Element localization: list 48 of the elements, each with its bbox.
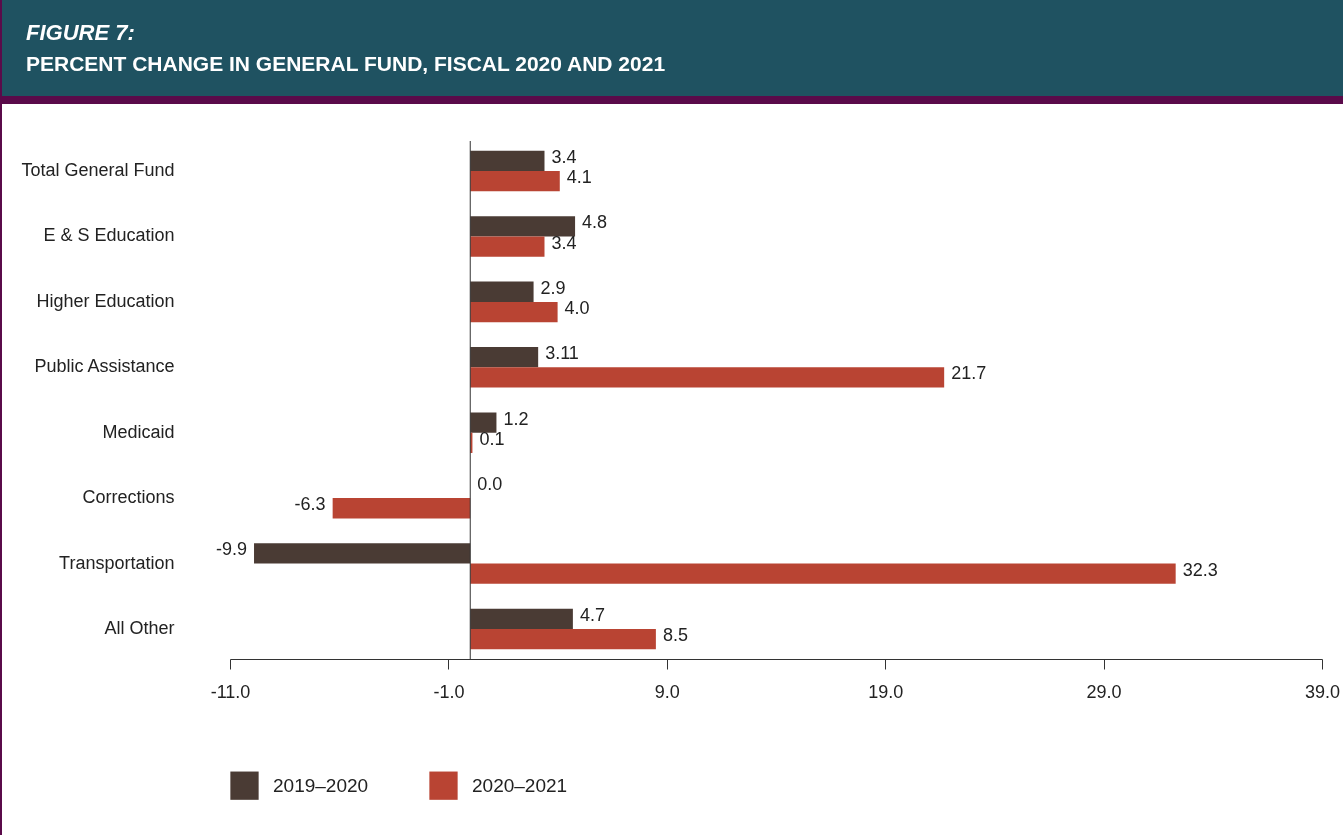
y-tick-label: Corrections	[82, 487, 175, 508]
legend-label: 2019–2020	[273, 774, 369, 796]
x-tick-label: -1.0	[433, 681, 465, 702]
bar	[332, 498, 471, 519]
data-label: -9.9	[215, 539, 248, 560]
y-tick-label: Transportation	[59, 552, 175, 573]
bar	[470, 628, 656, 650]
data-label: 0.0	[477, 473, 503, 494]
x-tick-label: 19.0	[868, 681, 904, 702]
data-label: 3.11	[545, 343, 579, 364]
bar	[470, 216, 576, 237]
y-tick-label: Total General Fund	[21, 160, 175, 181]
data-label: 1.2	[503, 408, 529, 429]
bar	[470, 236, 545, 257]
y-tick-label: All Other	[104, 617, 175, 638]
data-label: -6.3	[294, 494, 326, 515]
y-tick-label: E & S Education	[43, 225, 175, 246]
data-label: 21.7	[951, 363, 987, 384]
bar	[470, 150, 545, 172]
bar	[470, 171, 560, 192]
data-label: 4.1	[566, 167, 592, 188]
bar	[470, 367, 945, 388]
chart-subtitle: PERCENT CHANGE IN GENERAL FUND, FISCAL 2020 AND 2021	[26, 51, 667, 76]
y-tick-label: Medicaid	[102, 421, 175, 442]
x-tick-label: -11.0	[210, 681, 251, 702]
data-label: 3.4	[551, 146, 577, 167]
data-label: 4.0	[564, 298, 590, 319]
data-label: 4.8	[582, 212, 608, 233]
x-tick-label: 9.0	[654, 681, 680, 702]
x-tick-label: 29.0	[1086, 681, 1122, 702]
data-label: 0.1	[479, 428, 505, 449]
data-label: 3.4	[551, 232, 577, 253]
bar	[470, 281, 534, 302]
data-label: 32.3	[1182, 559, 1218, 580]
x-tick-label: 39.0	[1304, 681, 1341, 702]
chart-title: FIGURE 7:	[26, 19, 136, 46]
legend-label: 2020–2021	[472, 774, 568, 796]
bar	[470, 347, 539, 368]
bar	[470, 412, 497, 433]
bar	[470, 608, 573, 629]
data-label: 2.9	[540, 277, 566, 298]
bar	[470, 563, 1176, 584]
y-tick-label: Higher Education	[36, 290, 175, 311]
bar	[470, 301, 558, 323]
data-label: 4.7	[579, 604, 605, 625]
data-label: 8.5	[662, 625, 688, 646]
bar	[254, 543, 471, 564]
y-tick-label: Public Assistance	[34, 356, 175, 377]
